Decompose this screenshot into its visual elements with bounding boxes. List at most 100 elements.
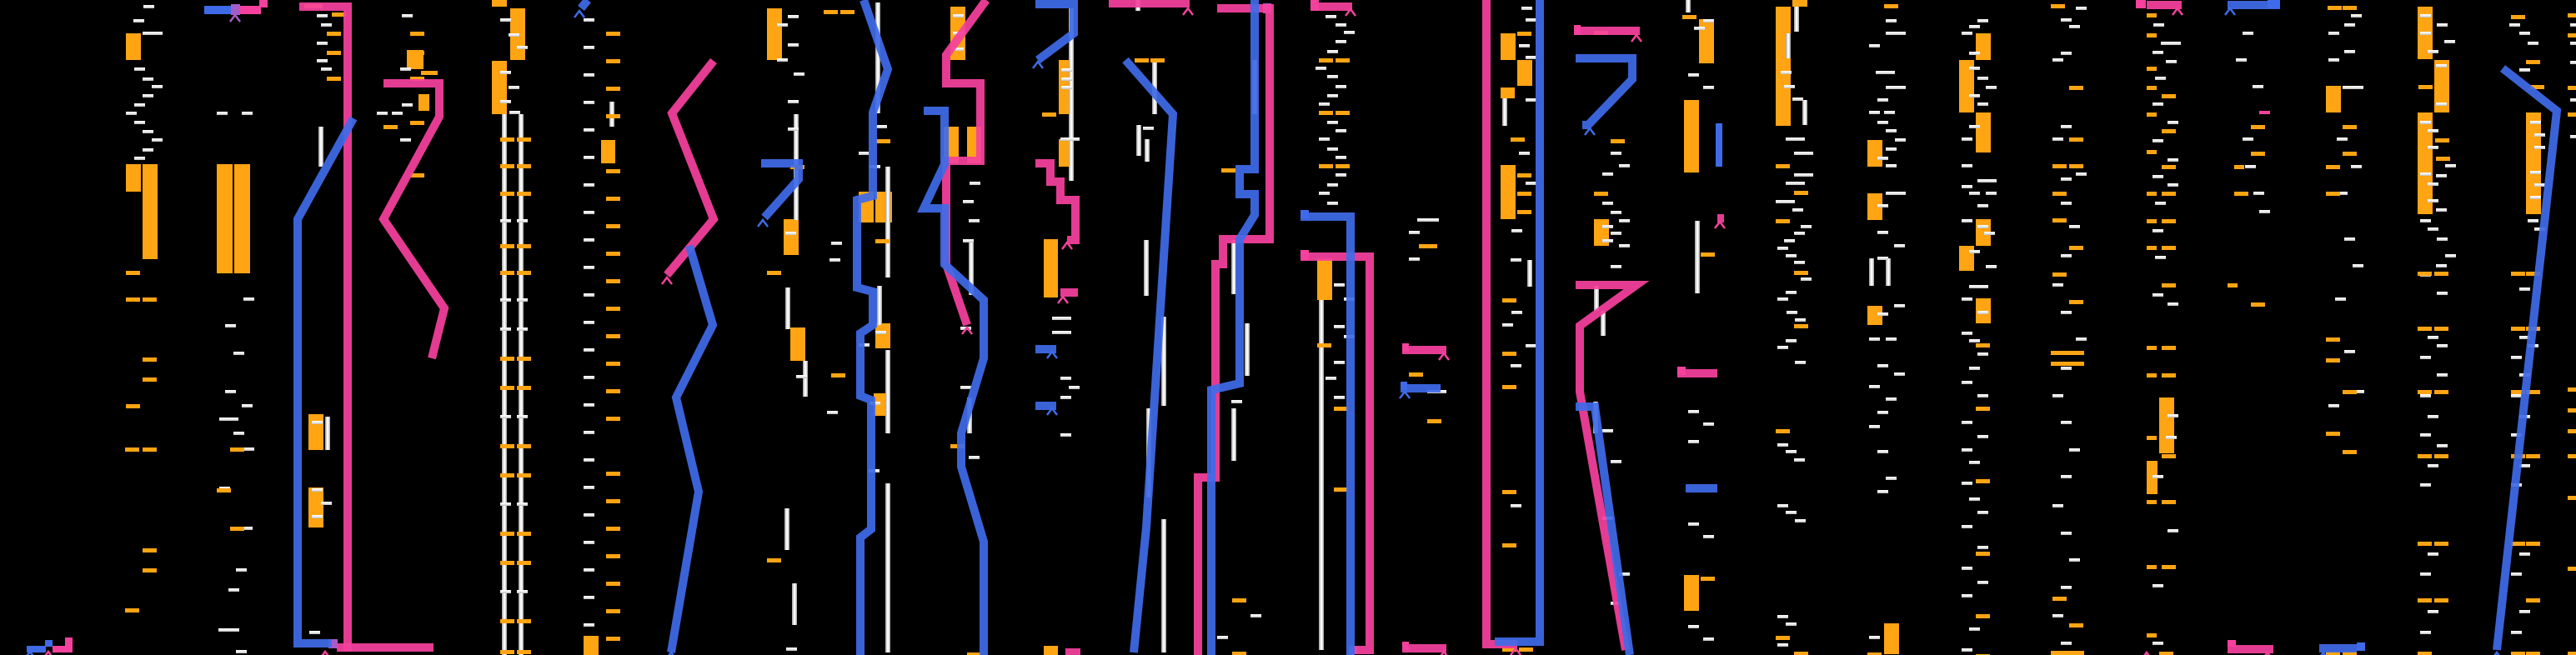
orange-tick-dash bbox=[2511, 15, 2525, 19]
orange-tick-dash bbox=[2568, 33, 2576, 38]
white-tick-dash bbox=[2444, 40, 2455, 43]
white-tick-dash bbox=[1895, 138, 1906, 142]
white-tick-dash bbox=[1969, 250, 1980, 253]
white-sustain-bar bbox=[1319, 300, 1324, 650]
orange-tick-dash bbox=[500, 192, 514, 196]
white-tick-dash bbox=[2511, 394, 2522, 398]
white-tick-dash bbox=[1336, 129, 1346, 132]
white-sustain-bar bbox=[1245, 323, 1250, 376]
orange-tick-dash bbox=[1319, 111, 1333, 115]
white-tick-dash bbox=[1319, 192, 1330, 195]
white-tick-dash bbox=[2153, 229, 2163, 232]
orange-tick-dash bbox=[2343, 450, 2357, 454]
orange-tick-dash bbox=[2162, 283, 2176, 288]
white-tick-dash bbox=[1511, 311, 1522, 314]
orange-tick-dash bbox=[2162, 192, 2176, 196]
white-tick-dash bbox=[242, 404, 253, 408]
orange-tick-dash bbox=[125, 448, 139, 452]
white-tick-dash bbox=[2344, 238, 2355, 241]
white-tick-dash bbox=[1619, 244, 1630, 248]
white-tick-dash bbox=[2570, 98, 2576, 102]
orange-tick-dash bbox=[383, 125, 398, 129]
orange-tick-dash bbox=[2147, 13, 2157, 18]
white-tick-dash bbox=[126, 112, 137, 115]
white-tick-dash bbox=[2328, 32, 2339, 35]
orange-tick-dash bbox=[517, 192, 531, 196]
white-tick-dash bbox=[152, 32, 163, 35]
orange-tick-dash bbox=[2568, 112, 2576, 117]
orange-tick-dash bbox=[143, 448, 157, 452]
orange-tick-dash bbox=[2343, 152, 2357, 156]
white-tick-dash bbox=[2153, 642, 2163, 645]
white-tick-dash bbox=[500, 18, 511, 22]
melody-line-pink bbox=[299, 2, 352, 652]
orange-tick-dash bbox=[1232, 652, 1246, 655]
white-tick-dash bbox=[1336, 156, 1346, 159]
white-tick-dash bbox=[317, 42, 328, 45]
white-tick-dash bbox=[785, 232, 796, 235]
orange-tick-dash bbox=[1221, 168, 1235, 172]
orange-tick-dash bbox=[2069, 138, 2083, 142]
orange-tick-dash bbox=[2147, 246, 2157, 250]
orange-tick-dash bbox=[2511, 542, 2525, 546]
white-tick-dash bbox=[2353, 86, 2363, 89]
white-tick-dash bbox=[1786, 622, 1797, 626]
white-sustain-bar bbox=[318, 127, 323, 167]
white-tick-dash bbox=[2328, 404, 2339, 408]
orange-tick-dash bbox=[2343, 652, 2357, 655]
white-tick-dash bbox=[2530, 196, 2541, 199]
orange-tick-dash bbox=[2326, 432, 2340, 436]
orange-tick-dash bbox=[606, 32, 620, 36]
white-tick-dash bbox=[2344, 23, 2355, 27]
orange-tick-dash bbox=[1976, 552, 1990, 556]
white-tick-dash bbox=[317, 14, 328, 18]
orange-tick-dash bbox=[1319, 164, 1333, 168]
orange-tick-dash bbox=[606, 307, 620, 311]
orange-note-block bbox=[784, 219, 799, 255]
white-tick-dash bbox=[1962, 138, 1972, 141]
white-sustain-bar bbox=[1869, 258, 1874, 286]
white-tick-dash bbox=[1786, 339, 1797, 342]
white-tick-dash bbox=[1876, 71, 1887, 74]
orange-tick-dash bbox=[2052, 272, 2067, 277]
white-tick-dash bbox=[1316, 67, 1326, 70]
orange-tick-dash bbox=[2069, 86, 2083, 90]
orange-tick-dash bbox=[1336, 111, 1350, 115]
white-tick-dash bbox=[1962, 219, 1972, 222]
orange-tick-dash bbox=[2434, 598, 2448, 602]
orange-tick-dash bbox=[606, 224, 620, 228]
orange-note-block bbox=[1867, 140, 1882, 167]
orange-tick-dash bbox=[606, 87, 620, 91]
white-tick-dash bbox=[1962, 525, 1972, 528]
white-tick-dash bbox=[1962, 567, 1972, 570]
orange-tick-dash bbox=[606, 252, 620, 256]
orange-tick-dash bbox=[1517, 173, 1531, 178]
white-tick-dash bbox=[2437, 23, 2448, 27]
orange-note-block bbox=[1684, 575, 1699, 611]
white-sustain-bar bbox=[1144, 240, 1149, 296]
orange-note-block bbox=[1959, 60, 1974, 112]
white-tick-dash bbox=[1977, 285, 1988, 288]
white-tick-dash bbox=[2155, 77, 2166, 80]
orange-tick-dash bbox=[1336, 58, 1350, 62]
orange-tick-dash bbox=[1776, 219, 1790, 223]
orange-tick-dash bbox=[2147, 112, 2157, 117]
white-tick-dash bbox=[777, 23, 788, 27]
white-tick-dash bbox=[2428, 552, 2438, 556]
orange-tick-dash bbox=[2343, 390, 2357, 394]
white-tick-dash bbox=[1795, 361, 1806, 364]
white-tick-dash bbox=[2052, 283, 2063, 287]
white-tick-dash bbox=[2166, 60, 2177, 63]
orange-note-block bbox=[601, 140, 615, 163]
white-tick-dash bbox=[584, 211, 594, 214]
white-tick-dash bbox=[1986, 179, 1997, 182]
orange-tick-dash bbox=[2147, 86, 2157, 90]
white-tick-dash bbox=[243, 298, 254, 301]
orange-tick-dash bbox=[2162, 565, 2176, 569]
orange-tick-dash bbox=[2568, 567, 2576, 571]
white-tick-dash bbox=[2511, 572, 2522, 576]
white-tick-dash bbox=[1969, 192, 1980, 195]
white-tick-dash bbox=[2420, 483, 2431, 487]
white-sustain-bar bbox=[1136, 125, 1141, 156]
orange-tick-dash bbox=[2162, 165, 2176, 169]
